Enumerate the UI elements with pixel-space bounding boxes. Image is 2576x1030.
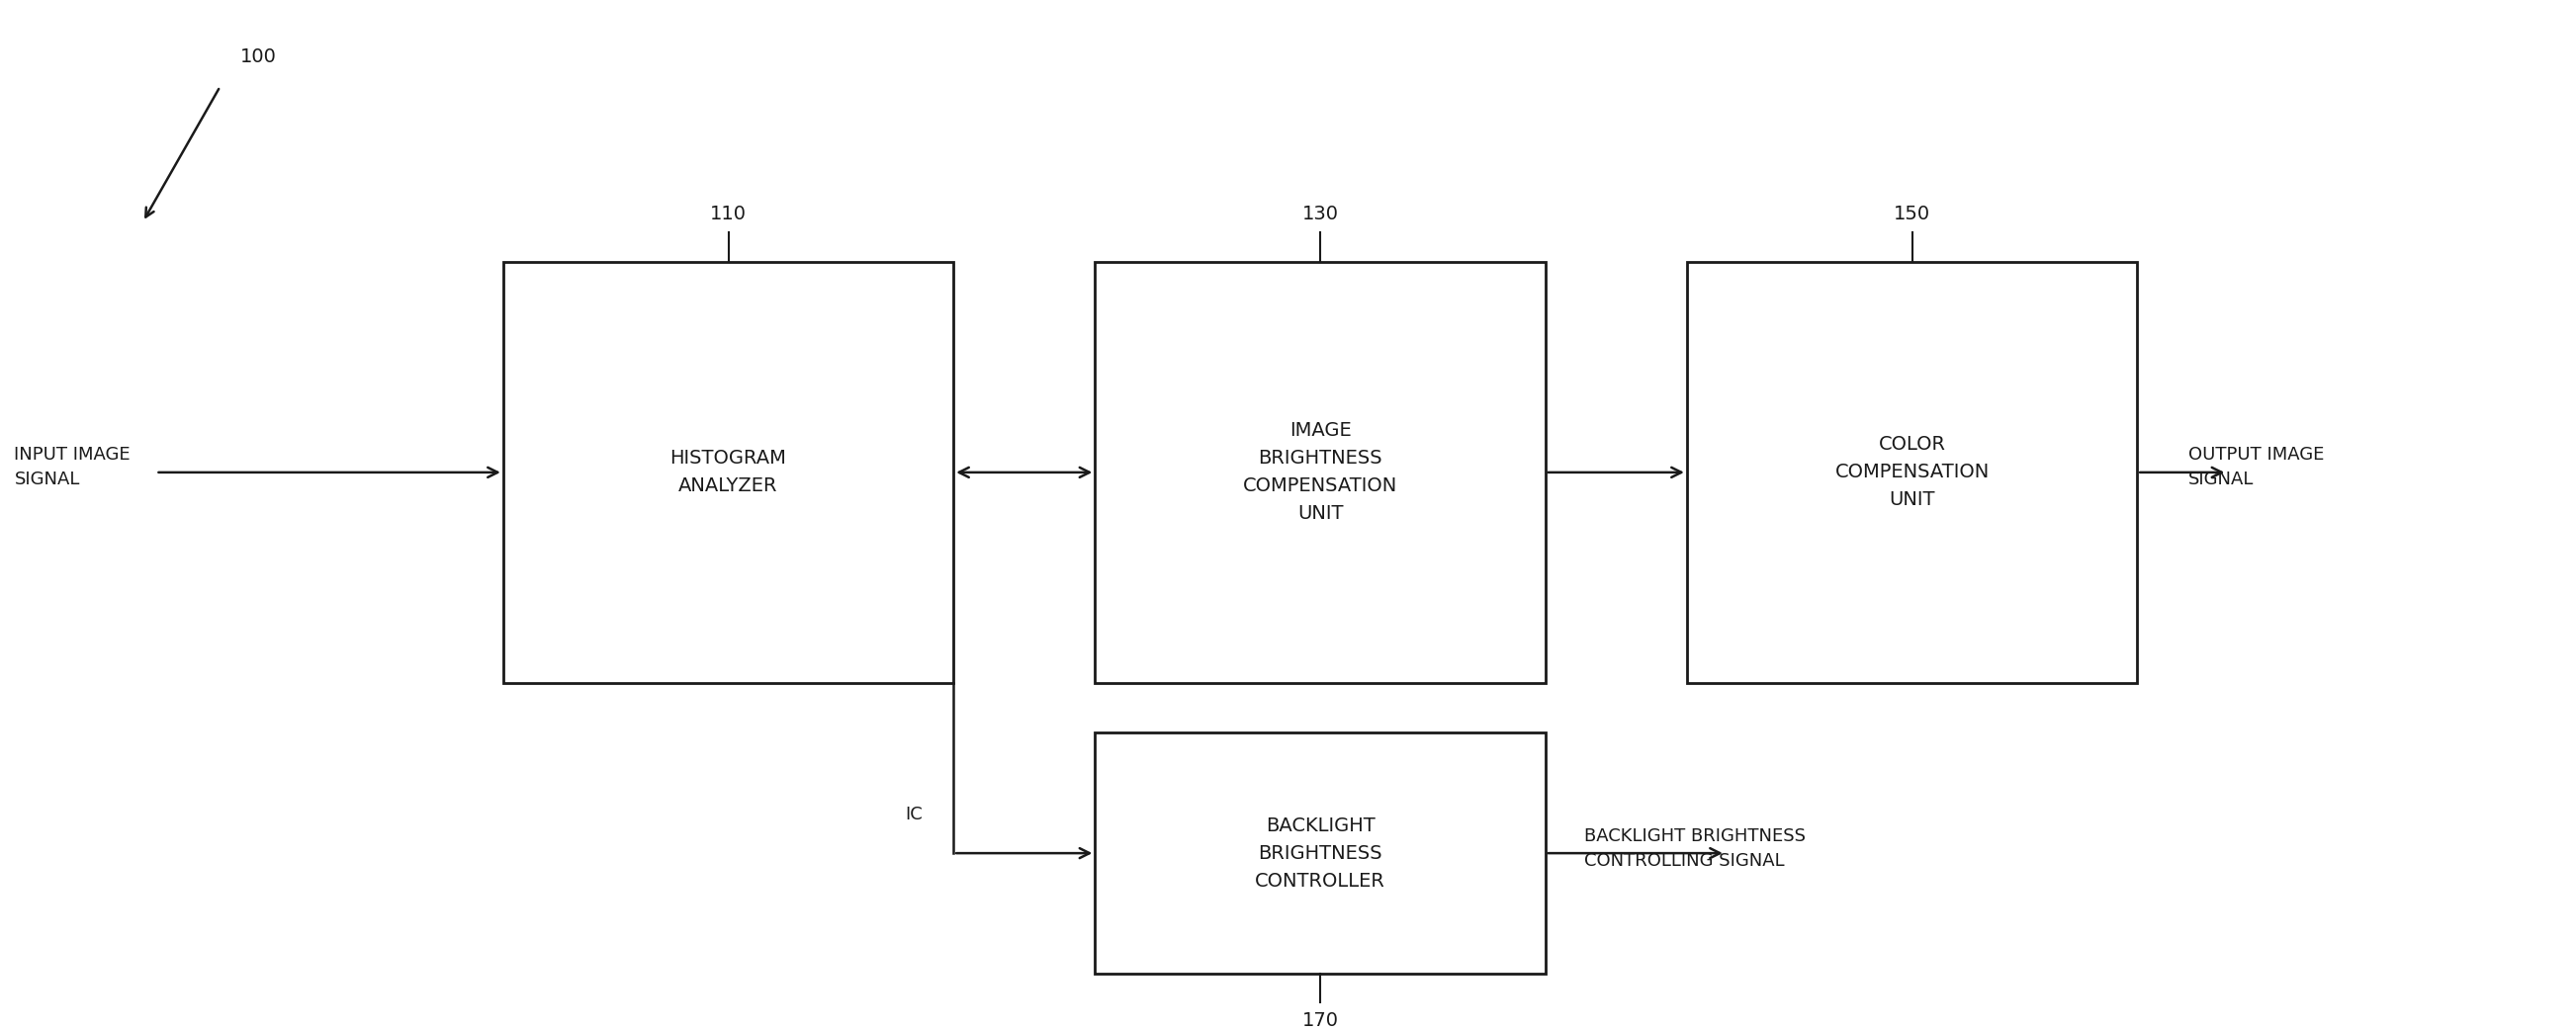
Text: INPUT IMAGE
SIGNAL: INPUT IMAGE SIGNAL [15,446,131,488]
Text: BACKLIGHT BRIGHTNESS
CONTROLLING SIGNAL: BACKLIGHT BRIGHTNESS CONTROLLING SIGNAL [1584,827,1806,869]
Text: 170: 170 [1301,1011,1340,1030]
Text: IMAGE
BRIGHTNESS
COMPENSATION
UNIT: IMAGE BRIGHTNESS COMPENSATION UNIT [1242,421,1396,523]
Text: 150: 150 [1893,205,1929,224]
Bar [1095,733,1546,973]
Bar [1095,262,1546,683]
Text: 100: 100 [240,47,278,67]
Bar [1687,262,2138,683]
Text: BACKLIGHT
BRIGHTNESS
CONTROLLER: BACKLIGHT BRIGHTNESS CONTROLLER [1255,816,1386,890]
Text: 110: 110 [711,205,747,224]
Text: IC: IC [904,805,922,823]
Text: COLOR
COMPENSATION
UNIT: COLOR COMPENSATION UNIT [1834,436,1989,510]
Text: OUTPUT IMAGE
SIGNAL: OUTPUT IMAGE SIGNAL [2190,446,2324,488]
Text: 130: 130 [1301,205,1340,224]
Text: HISTOGRAM
ANALYZER: HISTOGRAM ANALYZER [670,449,786,495]
Bar [502,262,953,683]
